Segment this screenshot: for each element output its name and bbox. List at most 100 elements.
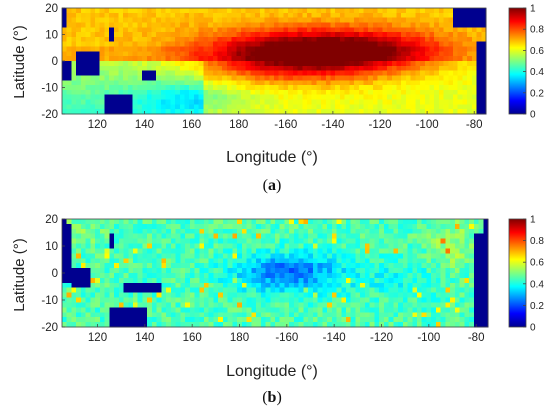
- heatmap-cell: [382, 41, 388, 47]
- heatmap-cell: [265, 302, 271, 308]
- heatmap-cell: [445, 223, 451, 230]
- heatmap-cell: [264, 22, 270, 28]
- heatmap-cell: [448, 70, 454, 76]
- heatmap-cell: [311, 17, 317, 23]
- heatmap-cell: [312, 312, 318, 318]
- heatmap-cell: [453, 80, 459, 86]
- heatmap-cell: [198, 65, 204, 72]
- heatmap-cell: [467, 36, 473, 43]
- heatmap-cell: [161, 233, 167, 240]
- heatmap-cell: [388, 307, 394, 313]
- heatmap-cell: [335, 36, 341, 43]
- heatmap-cell: [483, 228, 489, 235]
- heatmap-cell: [350, 248, 356, 254]
- heatmap-cell: [312, 282, 318, 289]
- heatmap-cell: [450, 219, 456, 225]
- heatmap-cell: [137, 238, 143, 244]
- heatmap-cell: [354, 94, 360, 100]
- heatmap-cell: [226, 32, 232, 38]
- heatmap-cell: [278, 104, 284, 110]
- heatmap-cell: [374, 302, 380, 308]
- heatmap-cell: [405, 32, 412, 38]
- heatmap-cell: [284, 253, 290, 259]
- heatmap-cell: [321, 27, 327, 33]
- heatmap-cell: [251, 248, 257, 254]
- heatmap-cell: [66, 32, 72, 38]
- heatmap-cell: [448, 104, 454, 110]
- heatmap-cell: [212, 12, 218, 19]
- heatmap-cell: [429, 65, 435, 72]
- heatmap-cell: [322, 258, 328, 264]
- colorbar-tick-label: 0.6: [530, 258, 544, 269]
- heatmap-cell: [369, 228, 375, 235]
- heatmap-cell: [279, 243, 285, 249]
- heatmap-cell: [259, 104, 265, 110]
- heatmap-cell: [175, 273, 181, 279]
- heatmap-cell: [453, 8, 459, 14]
- heatmap-cell: [448, 99, 454, 105]
- heatmap-cell: [379, 273, 385, 279]
- heatmap-cell: [137, 292, 143, 298]
- heatmap-cell: [431, 258, 437, 264]
- heatmap-cell: [450, 228, 456, 235]
- heatmap-cell: [415, 75, 421, 81]
- heatmap-cell: [478, 302, 484, 308]
- heatmap-cell: [448, 36, 454, 43]
- heatmap-cell: [218, 287, 224, 294]
- heatmap-cell: [217, 104, 223, 110]
- heatmap-cell: [335, 22, 341, 28]
- heatmap-cell: [66, 80, 72, 86]
- heatmap-cell: [308, 277, 314, 284]
- heatmap-cell: [90, 317, 96, 323]
- heatmap-cell: [457, 85, 463, 91]
- heatmap-cell: [279, 233, 285, 240]
- heatmap-cell: [85, 307, 91, 313]
- heatmap-cell: [440, 268, 446, 274]
- heatmap-cell: [410, 32, 416, 38]
- heatmap-cell: [132, 17, 138, 23]
- heatmap-cell: [232, 223, 238, 230]
- heatmap-cell: [443, 8, 449, 14]
- heatmap-cell: [170, 80, 176, 86]
- heatmap-cell: [448, 22, 454, 28]
- heatmap-cell: [222, 80, 228, 86]
- heatmap-cell: [382, 109, 388, 115]
- heatmap-cell: [118, 27, 124, 33]
- heatmap-cell: [368, 80, 374, 86]
- heatmap-cell: [312, 253, 318, 259]
- heatmap-cell: [284, 219, 290, 225]
- heatmap-cell: [250, 51, 256, 57]
- heatmap-cell: [80, 17, 86, 23]
- heatmap-cell: [350, 292, 356, 298]
- heatmap-cell: [241, 109, 247, 115]
- heatmap-cell: [454, 317, 460, 323]
- heatmap-cell: [393, 258, 399, 264]
- heatmap-cell: [260, 302, 266, 308]
- heatmap-cell: [194, 228, 200, 235]
- heatmap-cell: [76, 223, 82, 230]
- heatmap-cell: [147, 297, 153, 303]
- heatmap-cell: [325, 99, 331, 105]
- y-tick-label: 20: [45, 214, 58, 226]
- heatmap-cell: [90, 263, 96, 269]
- heatmap-cell: [354, 65, 360, 72]
- heatmap-cell: [407, 219, 413, 225]
- heatmap-cell: [382, 65, 388, 72]
- heatmap-cell: [453, 51, 459, 57]
- colorbar-tick-label: 0.4: [530, 279, 544, 290]
- heatmap-cell: [341, 292, 347, 298]
- heatmap-cell: [383, 312, 389, 318]
- heatmap-cell: [457, 41, 463, 47]
- heatmap-cell: [327, 307, 333, 313]
- heatmap-cell: [118, 277, 124, 284]
- heatmap-cell: [467, 70, 473, 76]
- heatmap-cell: [438, 27, 444, 33]
- heatmap-cell: [462, 27, 468, 33]
- heatmap-cell: [429, 46, 435, 52]
- heatmap-cell: [109, 268, 115, 274]
- heatmap-cell: [450, 297, 456, 303]
- heatmap-cell: [137, 273, 143, 279]
- x-axis-label-b: Longitude (°): [226, 363, 318, 380]
- heatmap-cell: [118, 56, 124, 62]
- heatmap-cell: [297, 32, 303, 38]
